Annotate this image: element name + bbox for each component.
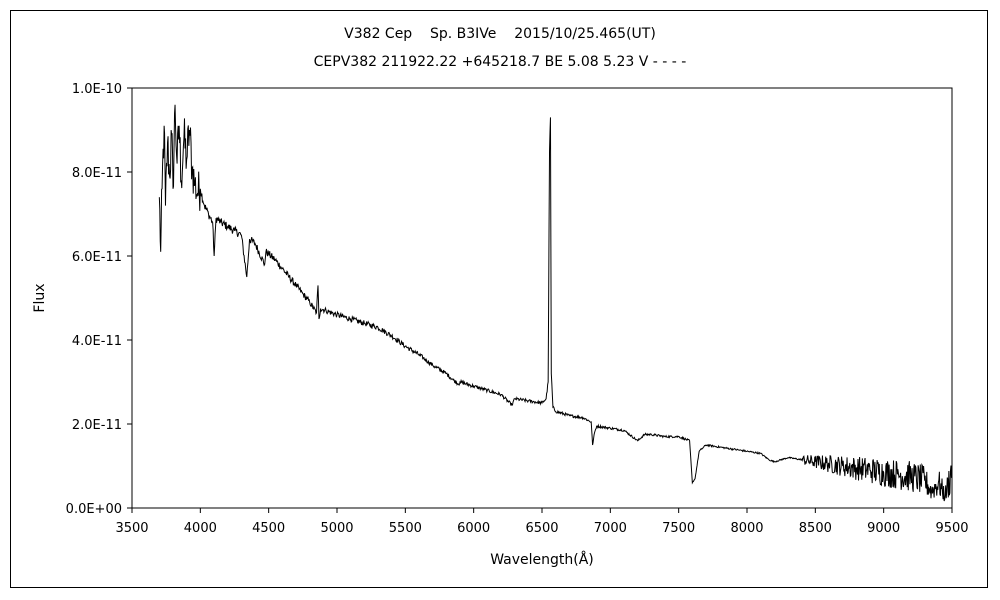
x-tick-label: 9500 <box>935 521 968 536</box>
chart-subtitle: CEPV382 211922.22 +645218.7 BE 5.08 5.23… <box>313 54 687 70</box>
spectrum-line <box>158 104 953 502</box>
x-tick-label: 4500 <box>252 521 285 536</box>
x-tick-label: 9000 <box>867 521 900 536</box>
x-axis-label: Wavelength(Å) <box>490 551 594 568</box>
y-tick-label: 1.0E-10 <box>72 82 122 97</box>
chart-frame <box>10 10 988 588</box>
plot-area <box>131 87 953 509</box>
y-tick-label: 0.0E+00 <box>66 502 122 517</box>
y-axis-label: Flux <box>32 283 48 312</box>
x-tick-label: 8500 <box>799 521 832 536</box>
x-tick-label: 4000 <box>184 521 217 536</box>
x-tick-label: 7000 <box>594 521 627 536</box>
x-tick-label: 6500 <box>525 521 558 536</box>
x-tick-label: 7500 <box>662 521 695 536</box>
x-tick-label: 5500 <box>389 521 422 536</box>
y-tick-label: 6.0E-11 <box>72 250 122 265</box>
chart-title: V382 Cep Sp. B3IVe 2015/10/25.465(UT) <box>344 26 656 42</box>
x-tick-label: 5000 <box>320 521 353 536</box>
x-tick-label: 3500 <box>115 521 148 536</box>
y-tick-label: 4.0E-11 <box>72 334 122 349</box>
x-tick-label: 6000 <box>457 521 490 536</box>
y-tick-label: 8.0E-11 <box>72 166 122 181</box>
y-tick-label: 2.0E-11 <box>72 418 122 433</box>
x-tick-label: 8000 <box>730 521 763 536</box>
